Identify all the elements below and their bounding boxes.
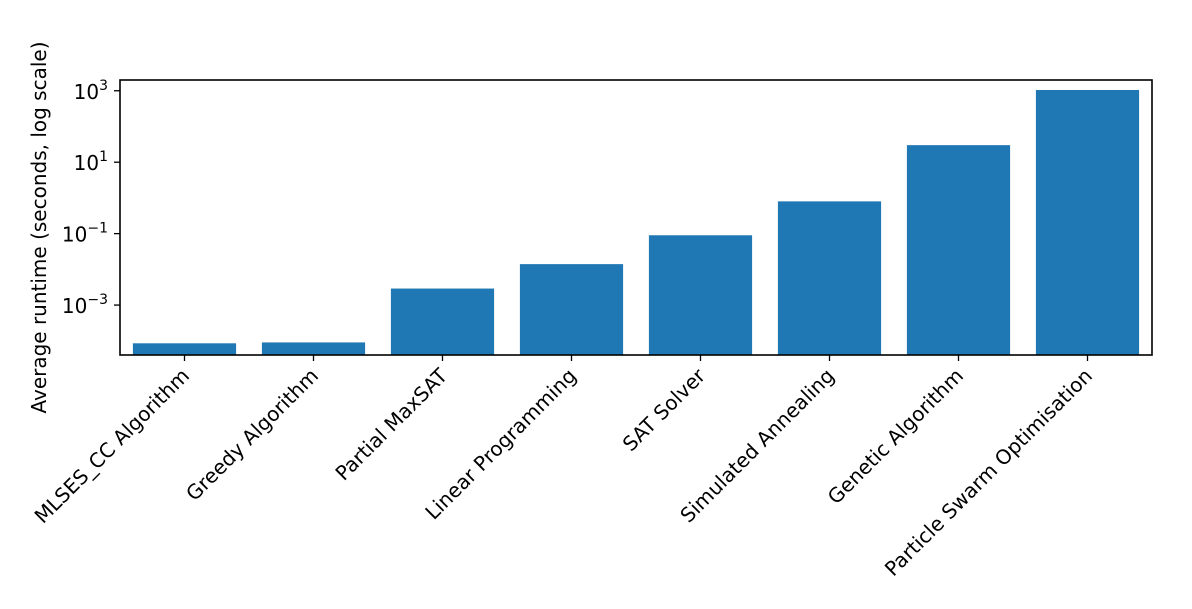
- y-tick-label: 10−3: [62, 292, 108, 318]
- bar-sat-solver: [648, 235, 753, 355]
- y-axis-label: Average runtime (seconds, log scale): [27, 41, 51, 413]
- bars-layer: [132, 89, 1140, 355]
- plot-frame: [119, 79, 1153, 356]
- y-tick-label: 10−1: [62, 221, 108, 247]
- x-tick-label: Partial MaxSAT: [330, 363, 452, 485]
- x-tick-label: Particle Swarm Optimisation: [880, 364, 1097, 581]
- bar-greedy-algorithm: [261, 342, 366, 355]
- x-tick-label: MLSES_CC Algorithm: [30, 364, 195, 529]
- bar-simulated-annealing: [777, 201, 882, 355]
- y-tick-label: 103: [74, 78, 108, 104]
- x-tick-label: SAT Solver: [618, 363, 711, 456]
- y-tick-label: 101: [74, 149, 108, 175]
- bar-linear-programming: [519, 264, 624, 355]
- bar-particle-swarm-optimisation: [1035, 89, 1140, 355]
- bar-genetic-algorithm: [906, 145, 1011, 355]
- x-tick-label: Genetic Algorithm: [823, 364, 968, 509]
- bar-mlses-cc-algorithm: [132, 343, 237, 355]
- x-tick-label: Greedy Algorithm: [181, 364, 323, 506]
- bar-partial-maxsat: [390, 288, 495, 355]
- y-axis: 10−3 10−1 101 103: [62, 78, 120, 318]
